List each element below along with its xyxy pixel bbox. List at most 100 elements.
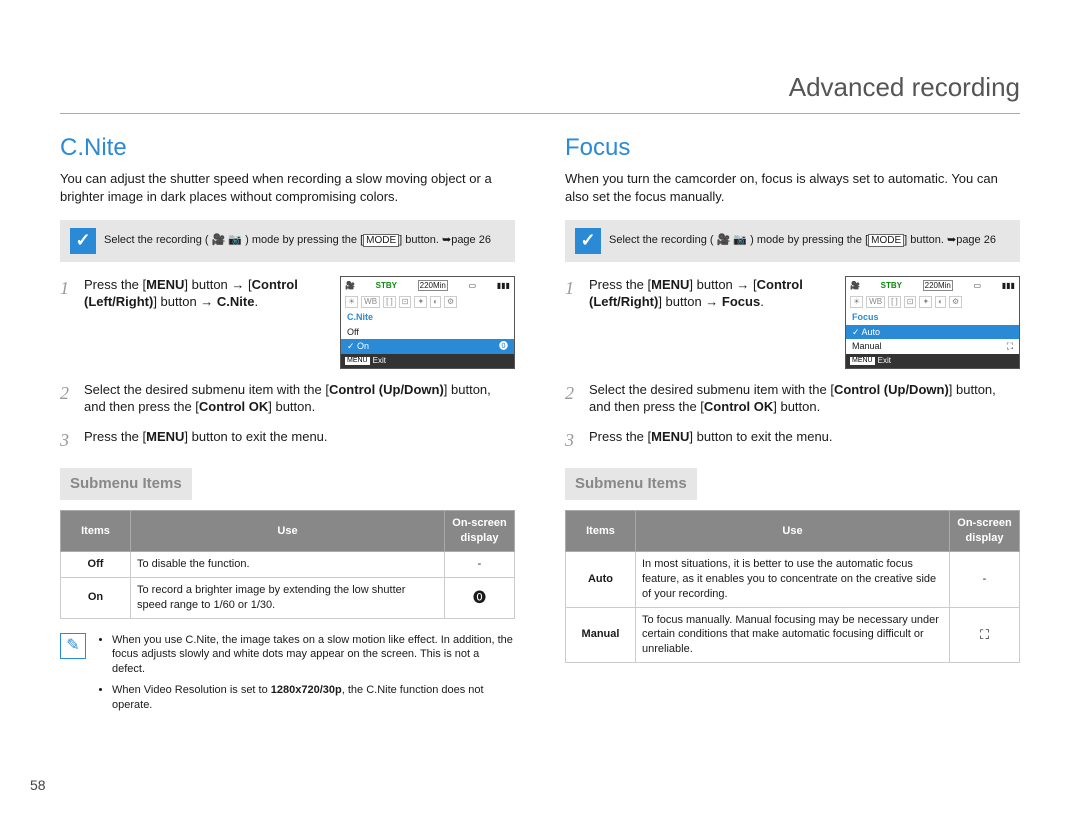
manual-page: Advanced recording C.Nite You can adjust… (0, 0, 1080, 749)
mode-select-box: Select the recording ( 🎥 📷 ) mode by pre… (60, 220, 515, 262)
mode-box-text: Select the recording ( 🎥 📷 ) mode by pre… (104, 233, 505, 248)
col-display: On-screen display (950, 511, 1020, 552)
menu-item-on-selected: ✓ On 🄌 (341, 339, 514, 354)
video-icon: 🎥 (717, 234, 731, 246)
step-number: 2 (565, 381, 579, 416)
col-use: Use (131, 511, 445, 552)
icon-row: ☀WB[ ]⊡✦◐⚙ (341, 294, 514, 310)
note-icon: ✎ (60, 633, 86, 659)
card-icon: ▭ (974, 281, 982, 291)
steps-list: 1 Press the [MENU] button → [Control (Le… (60, 276, 515, 453)
step-text: Press the [MENU] button → [Control (Left… (589, 276, 835, 311)
cnite-display-icon: 🄌 (473, 589, 486, 607)
check-icon (575, 228, 601, 254)
row-use: In most situations, it is better to use … (636, 552, 950, 608)
step-3: 3 Press the [MENU] button to exit the me… (565, 428, 1020, 452)
step-text: Select the desired submenu item with the… (589, 381, 1020, 416)
step-2: 2 Select the desired submenu item with t… (565, 381, 1020, 416)
table-row: Off To disable the function. - (61, 552, 515, 578)
col-display: On-screen display (445, 511, 515, 552)
col-use: Use (636, 511, 950, 552)
time-label: 220Min (418, 280, 448, 292)
menu-tag: MENU (345, 357, 370, 365)
step-text: Press the [MENU] button to exit the menu… (84, 428, 515, 452)
step-text: Select the desired submenu item with the… (84, 381, 515, 416)
submenu-table: Items Use On-screen display Off To disab… (60, 510, 515, 618)
menu-footer: MENU Exit (341, 354, 514, 368)
video-icon: 🎥 (212, 234, 226, 246)
row-display: - (950, 552, 1020, 608)
battery-icon: ▮▮▮ (497, 281, 510, 291)
steps-list: 1 Press the [MENU] button → [Control (Le… (565, 276, 1020, 453)
manual-display-icon: ⛶ (980, 626, 989, 644)
row-item: Off (88, 558, 104, 570)
row-use: To disable the function. (131, 552, 445, 578)
mode-select-box: Select the recording ( 🎥 📷 ) mode by pre… (565, 220, 1020, 262)
menu-footer: MENU Exit (846, 354, 1019, 368)
intro-text: When you turn the camcorder on, focus is… (565, 170, 1020, 205)
note-item: When Video Resolution is set to 1280x720… (112, 683, 515, 713)
step-number: 3 (565, 428, 579, 452)
mode-post: ) mode by pressing the [ (750, 234, 868, 246)
submenu-table: Items Use On-screen display Auto In most… (565, 510, 1020, 663)
camera-icon: 📷 (228, 234, 242, 246)
menu-tag: MENU (850, 357, 875, 365)
section-title: Focus (565, 132, 1020, 164)
menu-item-auto-label: Auto (862, 327, 881, 337)
table-row: Auto In most situations, it is better to… (566, 552, 1020, 608)
step-number: 1 (60, 276, 74, 369)
step-text: Press the [MENU] button → [Control (Left… (84, 276, 330, 311)
notes-list: When you use C.Nite, the image takes on … (96, 633, 515, 719)
row-item: Auto (588, 573, 613, 585)
row-item: Manual (582, 628, 620, 640)
menu-item-manual: Manual ⛶ (846, 339, 1019, 354)
table-row: Manual To focus manually. Manual focusin… (566, 607, 1020, 663)
row-use: To focus manually. Manual focusing may b… (636, 607, 950, 663)
column-focus: Focus When you turn the camcorder on, fo… (565, 132, 1020, 719)
submenu-header: Submenu Items (565, 468, 697, 500)
menu-title: Focus (846, 310, 1019, 325)
note-item: When you use C.Nite, the image takes on … (112, 633, 515, 678)
menu-item-on-label: On (357, 341, 369, 351)
lcd-screen: 🎥 STBY 220Min ▭ ▮▮▮ ☀WB[ ]⊡✦◐⚙ C.Nite (340, 276, 515, 369)
step-number: 1 (565, 276, 579, 369)
mode-pre: Select the recording ( (104, 234, 209, 246)
step-number: 2 (60, 381, 74, 416)
mode-pre: Select the recording ( (609, 234, 714, 246)
mode-box-text: Select the recording ( 🎥 📷 ) mode by pre… (609, 233, 1010, 248)
icon-row: ☀WB[ ]⊡✦◐⚙ (846, 294, 1019, 310)
menu-title: C.Nite (341, 310, 514, 325)
step-1: 1 Press the [MENU] button → [Control (Le… (565, 276, 1020, 369)
lcd-screen: 🎥 STBY 220Min ▭ ▮▮▮ ☀WB[ ]⊡✦◐⚙ Focus (845, 276, 1020, 369)
content-columns: C.Nite You can adjust the shutter speed … (60, 132, 1020, 719)
step-number: 3 (60, 428, 74, 452)
menu-item-auto-selected: ✓ Auto (846, 325, 1019, 340)
row-display: - (445, 552, 515, 578)
card-icon: ▭ (469, 281, 477, 291)
column-cnite: C.Nite You can adjust the shutter speed … (60, 132, 515, 719)
page-header: Advanced recording (60, 70, 1020, 114)
mode-tail: ] button. ➥page 26 (399, 234, 491, 246)
col-items: Items (566, 511, 636, 552)
table-row: On To record a brighter image by extendi… (61, 577, 515, 618)
manual-icon: ⛶ (1007, 341, 1013, 352)
camera-icon: 📷 (733, 234, 747, 246)
exit-label: Exit (373, 356, 386, 366)
mode-key: MODE (868, 234, 904, 247)
mode-post: ) mode by pressing the [ (245, 234, 363, 246)
row-use: To record a brighter image by extending … (131, 577, 445, 618)
stby-label: STBY (376, 281, 397, 291)
cnite-icon: 🄌 (499, 341, 508, 352)
submenu-header: Submenu Items (60, 468, 192, 500)
mode-key: MODE (363, 234, 399, 247)
step-2: 2 Select the desired submenu item with t… (60, 381, 515, 416)
intro-text: You can adjust the shutter speed when re… (60, 170, 515, 205)
step-1: 1 Press the [MENU] button → [Control (Le… (60, 276, 515, 369)
mode-tail: ] button. ➥page 26 (904, 234, 996, 246)
section-title: C.Nite (60, 132, 515, 164)
page-number: 58 (30, 776, 46, 795)
col-items: Items (61, 511, 131, 552)
stby-label: STBY (881, 281, 902, 291)
exit-label: Exit (878, 356, 891, 366)
check-icon (70, 228, 96, 254)
